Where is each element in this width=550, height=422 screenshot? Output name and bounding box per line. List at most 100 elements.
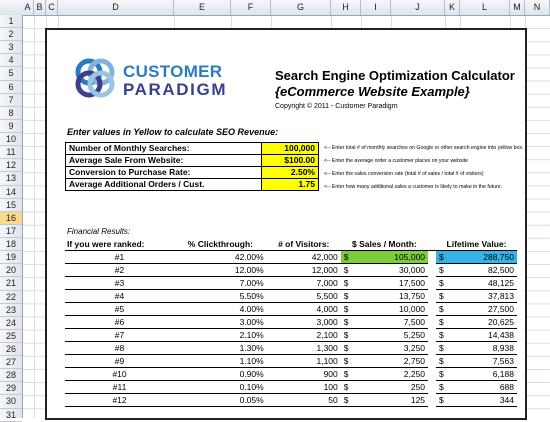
- rank-cell[interactable]: #5: [65, 302, 175, 316]
- column-header-l[interactable]: L: [460, 0, 510, 15]
- lifetime-currency-cell[interactable]: $: [436, 380, 451, 394]
- sales-cell[interactable]: 2,250: [354, 367, 429, 381]
- row-header-5[interactable]: 5: [0, 67, 22, 81]
- row-header-31[interactable]: 31: [0, 409, 22, 422]
- lifetime-cell[interactable]: 6,188: [450, 367, 517, 381]
- row-header-2[interactable]: 2: [0, 28, 22, 42]
- column-header-a[interactable]: A: [22, 0, 34, 15]
- sales-cell[interactable]: 5,250: [354, 328, 429, 342]
- lifetime-cell[interactable]: 7,563: [450, 354, 517, 368]
- lifetime-cell[interactable]: 27,500: [450, 302, 517, 316]
- sales-currency-cell[interactable]: $: [340, 367, 355, 381]
- row-header-12[interactable]: 12: [0, 159, 22, 173]
- row-header-28[interactable]: 28: [0, 369, 22, 383]
- row-header-30[interactable]: 30: [0, 395, 22, 409]
- rank-cell[interactable]: #7: [65, 328, 175, 342]
- sales-cell[interactable]: 125: [354, 393, 429, 407]
- lifetime-currency-cell[interactable]: $: [436, 315, 451, 329]
- lifetime-currency-cell[interactable]: $: [436, 354, 451, 368]
- row-header-7[interactable]: 7: [0, 94, 22, 107]
- row-header-15[interactable]: 15: [0, 199, 22, 212]
- sales-cell[interactable]: 250: [354, 380, 429, 394]
- row-header-1[interactable]: 1: [0, 15, 22, 29]
- input-value-cell[interactable]: 1.75: [261, 178, 319, 191]
- lifetime-cell[interactable]: 20,625: [450, 315, 517, 329]
- column-header-f[interactable]: F: [231, 0, 271, 15]
- visitors-cell[interactable]: 1,300: [266, 341, 341, 355]
- row-header-17[interactable]: 17: [0, 225, 22, 239]
- clickthrough-cell[interactable]: 12.00%: [174, 263, 267, 277]
- clickthrough-cell[interactable]: 42.00%: [174, 250, 267, 264]
- rank-cell[interactable]: #8: [65, 341, 175, 355]
- row-header-25[interactable]: 25: [0, 330, 22, 343]
- lifetime-cell[interactable]: 37,813: [450, 289, 517, 303]
- column-header-k[interactable]: K: [445, 0, 460, 15]
- row-header-20[interactable]: 20: [0, 264, 22, 278]
- input-value-cell[interactable]: $100.00: [261, 154, 319, 167]
- rank-cell[interactable]: #4: [65, 289, 175, 303]
- row-header-13[interactable]: 13: [0, 172, 22, 186]
- row-header-23[interactable]: 23: [0, 304, 22, 317]
- row-header-29[interactable]: 29: [0, 382, 22, 396]
- row-header-22[interactable]: 22: [0, 291, 22, 304]
- sales-currency-cell[interactable]: $: [340, 328, 355, 342]
- row-header-9[interactable]: 9: [0, 120, 22, 134]
- sales-currency-cell[interactable]: $: [340, 276, 355, 290]
- lifetime-cell[interactable]: 688: [450, 380, 517, 394]
- clickthrough-cell[interactable]: 5.50%: [174, 289, 267, 303]
- rank-cell[interactable]: #2: [65, 263, 175, 277]
- sales-currency-cell[interactable]: $: [340, 250, 355, 264]
- lifetime-cell[interactable]: 344: [450, 393, 517, 407]
- rank-cell[interactable]: #9: [65, 354, 175, 368]
- column-header-c[interactable]: C: [46, 0, 58, 15]
- clickthrough-cell[interactable]: 7.00%: [174, 276, 267, 290]
- row-header-19[interactable]: 19: [0, 251, 22, 265]
- visitors-cell[interactable]: 2,100: [266, 328, 341, 342]
- row-header-21[interactable]: 21: [0, 277, 22, 291]
- lifetime-currency-cell[interactable]: $: [436, 341, 451, 355]
- column-header-h[interactable]: H: [331, 0, 361, 15]
- clickthrough-cell[interactable]: 2.10%: [174, 328, 267, 342]
- column-header-i[interactable]: I: [361, 0, 391, 15]
- row-header-27[interactable]: 27: [0, 356, 22, 370]
- input-value-cell[interactable]: 2.50%: [261, 166, 319, 179]
- visitors-cell[interactable]: 42,000: [266, 250, 341, 264]
- visitors-cell[interactable]: 1,100: [266, 354, 341, 368]
- lifetime-cell[interactable]: 82,500: [450, 263, 517, 277]
- sales-currency-cell[interactable]: $: [340, 341, 355, 355]
- sales-cell[interactable]: 13,750: [354, 289, 429, 303]
- lifetime-currency-cell[interactable]: $: [436, 367, 451, 381]
- sales-cell[interactable]: 7,500: [354, 315, 429, 329]
- row-header-3[interactable]: 3: [0, 41, 22, 55]
- sales-currency-cell[interactable]: $: [340, 263, 355, 277]
- lifetime-cell[interactable]: 8,938: [450, 341, 517, 355]
- clickthrough-cell[interactable]: 4.00%: [174, 302, 267, 316]
- sales-cell[interactable]: 3,250: [354, 341, 429, 355]
- sales-currency-cell[interactable]: $: [340, 315, 355, 329]
- rank-cell[interactable]: #3: [65, 276, 175, 290]
- column-header-e[interactable]: E: [174, 0, 231, 15]
- sales-cell[interactable]: 105,000: [354, 250, 429, 264]
- rank-cell[interactable]: #1: [65, 250, 175, 264]
- sales-currency-cell[interactable]: $: [340, 302, 355, 316]
- row-header-26[interactable]: 26: [0, 343, 22, 357]
- column-header-j[interactable]: J: [391, 0, 445, 15]
- row-header-8[interactable]: 8: [0, 107, 22, 120]
- rank-cell[interactable]: #12: [65, 393, 175, 407]
- lifetime-cell[interactable]: 288,750: [450, 250, 517, 264]
- row-header-6[interactable]: 6: [0, 81, 22, 94]
- lifetime-currency-cell[interactable]: $: [436, 250, 451, 264]
- visitors-cell[interactable]: 50: [266, 393, 341, 407]
- lifetime-currency-cell[interactable]: $: [436, 263, 451, 277]
- clickthrough-cell[interactable]: 0.90%: [174, 367, 267, 381]
- column-header-d[interactable]: D: [58, 0, 174, 15]
- row-header-24[interactable]: 24: [0, 317, 22, 330]
- visitors-cell[interactable]: 7,000: [266, 276, 341, 290]
- lifetime-currency-cell[interactable]: $: [436, 393, 451, 407]
- lifetime-currency-cell[interactable]: $: [436, 328, 451, 342]
- sales-cell[interactable]: 10,000: [354, 302, 429, 316]
- input-value-cell[interactable]: 100,000: [261, 142, 319, 155]
- clickthrough-cell[interactable]: 1.10%: [174, 354, 267, 368]
- column-header-n[interactable]: N: [525, 0, 550, 15]
- sales-currency-cell[interactable]: $: [340, 354, 355, 368]
